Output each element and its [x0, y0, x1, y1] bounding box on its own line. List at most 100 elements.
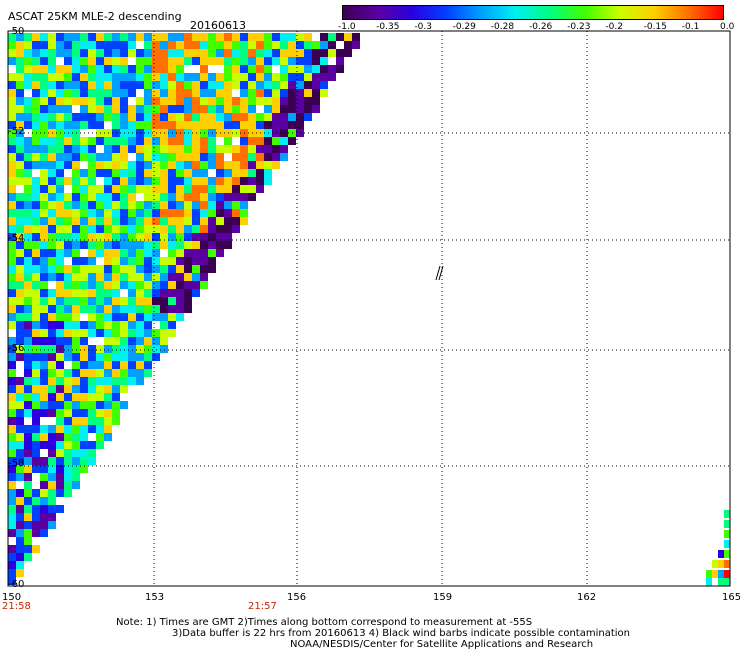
swath-cell	[120, 105, 128, 113]
swath-cell	[64, 145, 72, 153]
swath-cell	[56, 121, 64, 129]
swath-cell	[256, 57, 264, 65]
swath-cell	[16, 425, 24, 433]
swath-cell	[296, 121, 304, 129]
swath-cell	[232, 201, 240, 209]
swath-cell	[112, 153, 120, 161]
swath-cell	[136, 73, 144, 81]
swath-cell	[216, 33, 224, 41]
swath-cell	[88, 137, 96, 145]
swath-cell	[16, 65, 24, 73]
swath-cell	[184, 113, 192, 121]
swath-cell	[208, 33, 216, 41]
swath-cell	[160, 113, 168, 121]
lat-label: -58	[8, 458, 25, 469]
swath-cell	[48, 457, 56, 465]
swath-cell	[8, 225, 16, 233]
swath-cell	[16, 145, 24, 153]
swath-cell	[32, 513, 40, 521]
swath-cell	[200, 257, 208, 265]
swath-cell	[96, 353, 104, 361]
swath-cell	[48, 505, 56, 513]
colorbar-tick-label: -0.26	[529, 22, 553, 32]
swath-cell	[8, 465, 16, 473]
swath-cell	[272, 145, 280, 153]
swath-cell	[48, 521, 56, 529]
swath-cell	[192, 289, 200, 297]
swath-cell	[264, 105, 272, 113]
swath-cell	[128, 41, 136, 49]
colorbar-tick-label: -1.0	[338, 22, 356, 32]
swath-cell	[16, 337, 24, 345]
swath-cell	[48, 89, 56, 97]
swath-cell	[56, 377, 64, 385]
swath-cell	[16, 561, 24, 569]
swath-cell	[184, 185, 192, 193]
swath-cell	[8, 241, 16, 249]
swath-cell	[88, 385, 96, 393]
swath-cell	[112, 145, 120, 153]
swath-cell	[724, 530, 730, 538]
swath-cell	[216, 145, 224, 153]
swath-cell	[176, 57, 184, 65]
swath-cell	[120, 353, 128, 361]
swath-cell	[56, 201, 64, 209]
swath-cell	[24, 297, 32, 305]
swath-cell	[216, 153, 224, 161]
swath-cell	[232, 33, 240, 41]
swath-cell	[112, 201, 120, 209]
swath-cell	[64, 481, 72, 489]
swath-cell	[120, 209, 128, 217]
swath-cell	[16, 329, 24, 337]
swath-cell	[40, 297, 48, 305]
swath-cell	[280, 41, 288, 49]
swath-cell	[184, 201, 192, 209]
swath-cell	[72, 153, 80, 161]
swath-cell	[152, 97, 160, 105]
swath-cell	[312, 49, 320, 57]
swath-cell	[72, 385, 80, 393]
swath-cell	[32, 185, 40, 193]
swath-cell	[200, 33, 208, 41]
swath-cell	[96, 273, 104, 281]
swath-cell	[160, 201, 168, 209]
swath-cell	[104, 49, 112, 57]
swath-cell	[48, 153, 56, 161]
swath-cell	[72, 113, 80, 121]
swath-cell	[112, 361, 120, 369]
swath-cell	[232, 185, 240, 193]
swath-cell	[184, 281, 192, 289]
swath-cell	[16, 513, 24, 521]
swath-cell	[112, 89, 120, 97]
swath-cell	[104, 297, 112, 305]
swath-cell	[168, 121, 176, 129]
swath-cell	[32, 289, 40, 297]
swath-cell	[264, 49, 272, 57]
swath-cell	[40, 193, 48, 201]
swath-cell	[224, 105, 232, 113]
swath-cell	[136, 81, 144, 89]
swath-cell	[192, 153, 200, 161]
swath-cell	[192, 217, 200, 225]
swath-cell	[104, 313, 112, 321]
swath-cell	[192, 57, 200, 65]
swath-cell	[112, 57, 120, 65]
swath-cell	[32, 97, 40, 105]
swath-cell	[112, 97, 120, 105]
swath-cell	[120, 81, 128, 89]
swath-cell	[72, 201, 80, 209]
swath-cell	[168, 177, 176, 185]
swath-cell	[24, 153, 32, 161]
swath-cell	[152, 161, 160, 169]
swath-cell	[48, 201, 56, 209]
swath-cell	[144, 177, 152, 185]
swath-cell	[208, 81, 216, 89]
swath-cell	[56, 257, 64, 265]
swath-cell	[24, 105, 32, 113]
swath-cell	[288, 105, 296, 113]
swath-cell	[152, 145, 160, 153]
swath-cell	[8, 233, 16, 241]
swath-cell	[176, 217, 184, 225]
swath-cell	[8, 369, 16, 377]
swath-cell	[56, 89, 64, 97]
